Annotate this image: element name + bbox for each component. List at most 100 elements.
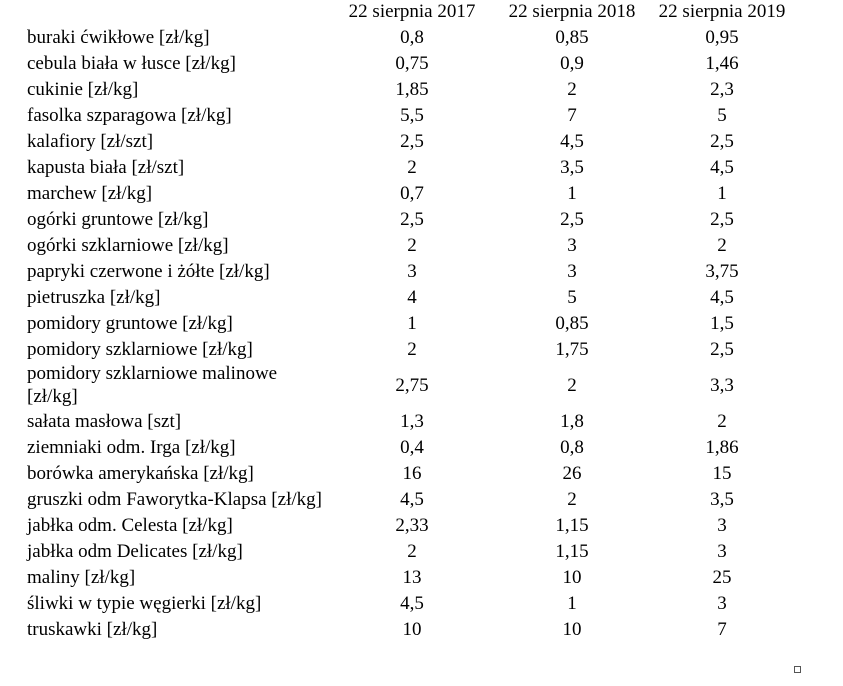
row-label: cukinie [zł/kg] — [27, 78, 139, 100]
header-cell: 22 sierpnia 2017 — [348, 1, 476, 22]
price-cell: 0,85 — [555, 26, 589, 48]
table-row: ogórki szklarniowe [zł/kg] 2 3 2 — [27, 232, 797, 258]
price-cell: 2 — [567, 374, 577, 396]
price-cell: 1,46 — [705, 52, 739, 74]
table-row: papryki czerwone i żółte [zł/kg] 3 3 3,75 — [27, 258, 797, 284]
price-cell: 2,5 — [710, 208, 734, 230]
table-row: truskawki [zł/kg] 10 10 7 — [27, 616, 797, 642]
price-cell: 16 — [402, 462, 422, 484]
price-cell: 2 — [567, 488, 577, 510]
price-cell: 2 — [717, 410, 727, 432]
table-row: sałata masłowa [szt] 1,3 1,8 2 — [27, 408, 797, 434]
table-row: marchew [zł/kg] 0,7 1 1 — [27, 180, 797, 206]
row-label: sałata masłowa [szt] — [27, 410, 182, 432]
price-cell: 3 — [407, 260, 417, 282]
table-row: fasolka szparagowa [zł/kg] 5,5 7 5 — [27, 102, 797, 128]
row-label: fasolka szparagowa [zł/kg] — [27, 104, 232, 126]
table-row: śliwki w typie węgierki [zł/kg] 4,5 1 3 — [27, 590, 797, 616]
price-cell: 4,5 — [710, 286, 734, 308]
row-label: buraki ćwikłowe [zł/kg] — [27, 26, 210, 48]
row-label: cebula biała w łusce [zł/kg] — [27, 52, 236, 74]
row-label: kapusta biała [zł/szt] — [27, 156, 185, 178]
price-cell: 4,5 — [400, 488, 424, 510]
price-cell: 3,5 — [710, 488, 734, 510]
price-cell: 0,75 — [395, 52, 429, 74]
price-cell: 1,85 — [395, 78, 429, 100]
price-cell: 1 — [717, 182, 727, 204]
price-cell: 13 — [402, 566, 422, 588]
table-row: kalafiory [zł/szt] 2,5 4,5 2,5 — [27, 128, 797, 154]
row-label: kalafiory [zł/szt] — [27, 130, 154, 152]
row-label: śliwki w typie węgierki [zł/kg] — [27, 592, 262, 614]
price-cell: 0,7 — [400, 182, 424, 204]
price-cell: 2,5 — [400, 208, 424, 230]
price-cell: 2 — [407, 156, 417, 178]
row-label: maliny [zł/kg] — [27, 566, 136, 588]
price-cell: 2,5 — [710, 130, 734, 152]
price-cell: 3,75 — [705, 260, 739, 282]
row-label: pietruszka [zł/kg] — [27, 286, 161, 308]
price-cell: 25 — [712, 566, 732, 588]
price-cell: 26 — [562, 462, 582, 484]
price-cell: 10 — [402, 618, 422, 640]
header-row: 22 sierpnia 2017 22 sierpnia 2018 22 sierp… — [27, 0, 797, 24]
row-label: ogórki szklarniowe [zł/kg] — [27, 234, 229, 256]
price-cell: 0,9 — [560, 52, 584, 74]
table-row: gruszki odm Faworytka-Klapsa [zł/kg] 4,5 2… — [27, 486, 797, 512]
table-row: cukinie [zł/kg] 1,85 2 2,3 — [27, 76, 797, 102]
price-cell: 4,5 — [560, 130, 584, 152]
header-cell: 22 sierpnia 2018 — [508, 1, 636, 22]
table-row: ziemniaki odm. Irga [zł/kg] 0,4 0,8 1,86 — [27, 434, 797, 460]
table-row: pomidory szklarniowe malinowe [zł/kg] 2,7… — [27, 362, 797, 408]
header-blank — [27, 0, 327, 24]
price-cell: 1,15 — [555, 540, 589, 562]
row-label: truskawki [zł/kg] — [27, 618, 158, 640]
price-cell: 5,5 — [400, 104, 424, 126]
table-row: jabłka odm. Celesta [zł/kg] 2,33 1,15 3 — [27, 512, 797, 538]
price-cell: 2 — [567, 78, 577, 100]
price-cell: 1 — [407, 312, 417, 334]
price-cell: 0,8 — [560, 436, 584, 458]
price-cell: 1,8 — [560, 410, 584, 432]
price-cell: 2,3 — [710, 78, 734, 100]
row-label: ziemniaki odm. Irga [zł/kg] — [27, 436, 236, 458]
price-cell: 1,86 — [705, 436, 739, 458]
table-row: pomidory szklarniowe [zł/kg] 2 1,75 2,5 — [27, 336, 797, 362]
table-row: pietruszka [zł/kg] 4 5 4,5 — [27, 284, 797, 310]
price-cell: 2,75 — [395, 374, 429, 396]
price-cell: 4,5 — [400, 592, 424, 614]
price-cell: 0,4 — [400, 436, 424, 458]
price-cell: 15 — [712, 462, 732, 484]
row-label: pomidory szklarniowe malinowe [zł/kg] — [27, 363, 278, 407]
price-cell: 1 — [567, 182, 577, 204]
row-label: gruszki odm Faworytka-Klapsa [zł/kg] — [27, 488, 322, 510]
header-cell: 22 sierpnia 2019 — [658, 1, 786, 22]
price-cell: 3 — [567, 260, 577, 282]
price-table: 22 sierpnia 2017 22 sierpnia 2018 22 sierp… — [27, 0, 797, 642]
row-label: jabłka odm Delicates [zł/kg] — [27, 540, 243, 562]
price-cell: 2 — [407, 338, 417, 360]
price-cell: 2,5 — [400, 130, 424, 152]
price-cell: 3 — [717, 592, 727, 614]
table-row: maliny [zł/kg] 13 10 25 — [27, 564, 797, 590]
price-cell: 7 — [567, 104, 577, 126]
price-cell: 0,85 — [555, 312, 589, 334]
price-cell: 1 — [567, 592, 577, 614]
price-cell: 1,5 — [710, 312, 734, 334]
price-cell: 3,3 — [710, 374, 734, 396]
row-label: jabłka odm. Celesta [zł/kg] — [27, 514, 233, 536]
price-cell: 4 — [407, 286, 417, 308]
price-cell: 2 — [407, 540, 417, 562]
price-cell: 2,5 — [710, 338, 734, 360]
table-row: jabłka odm Delicates [zł/kg] 2 1,15 3 — [27, 538, 797, 564]
price-cell: 3 — [567, 234, 577, 256]
price-cell: 0,95 — [705, 26, 739, 48]
price-cell: 3 — [717, 514, 727, 536]
row-label: pomidory szklarniowe [zł/kg] — [27, 338, 253, 360]
price-cell: 3,5 — [560, 156, 584, 178]
price-cell: 2 — [717, 234, 727, 256]
price-cell: 10 — [562, 566, 582, 588]
price-cell: 4,5 — [710, 156, 734, 178]
price-cell: 2,5 — [560, 208, 584, 230]
